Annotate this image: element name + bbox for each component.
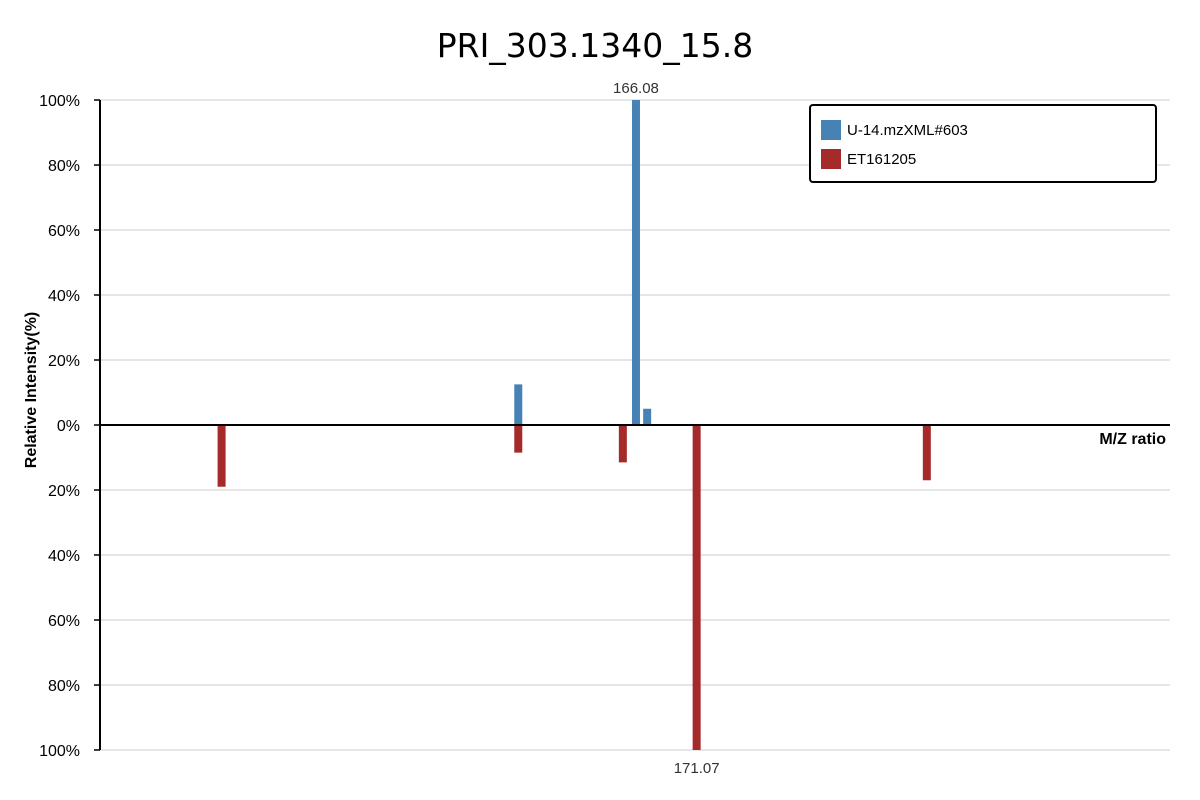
- y-tick-bottom-3: 80%: [48, 678, 80, 695]
- legend-swatch-series-2: [821, 149, 841, 169]
- y-axis-label: Relative Intensity(%): [23, 312, 40, 468]
- y-tick-bottom-2: 60%: [48, 613, 80, 630]
- legend: U-14.mzXML#603 ET161205: [809, 104, 1157, 183]
- bar-series-2-4: [922, 425, 931, 481]
- legend-label-series-1: U-14.mzXML#603: [847, 121, 968, 139]
- bar-series-1-2: [643, 408, 652, 425]
- y-tick-top-1: 20%: [48, 353, 80, 370]
- bar-series-2-2: [618, 425, 627, 463]
- y-tick-top-0: 0%: [57, 418, 80, 435]
- y-tick-top-4: 80%: [48, 158, 80, 175]
- peak-label-series-2-3: 171.07: [674, 760, 720, 777]
- bar-series-1-1: [631, 100, 640, 425]
- peak-label-series-1-1: 166.08: [613, 80, 659, 97]
- y-tick-top-3: 60%: [48, 223, 80, 240]
- bar-series-1-0: [514, 384, 523, 425]
- chart-title: PRI_303.1340_15.8: [436, 26, 754, 65]
- bar-series-2-3: [692, 425, 701, 750]
- bar-series-2-1: [514, 425, 523, 453]
- y-tick-bottom-0: 20%: [48, 483, 80, 500]
- y-tick-bottom-1: 40%: [48, 548, 80, 565]
- legend-item-series-2[interactable]: ET161205: [821, 149, 916, 169]
- x-axis-label: M/Z ratio: [1099, 431, 1166, 448]
- legend-item-series-1[interactable]: U-14.mzXML#603: [821, 120, 968, 140]
- y-tick-top-2: 40%: [48, 288, 80, 305]
- legend-label-series-2: ET161205: [847, 150, 917, 168]
- y-tick-bottom-4: 100%: [39, 743, 80, 760]
- bar-series-2-0: [217, 425, 226, 487]
- y-tick-top-5: 100%: [39, 93, 80, 110]
- legend-swatch-series-1: [821, 120, 841, 140]
